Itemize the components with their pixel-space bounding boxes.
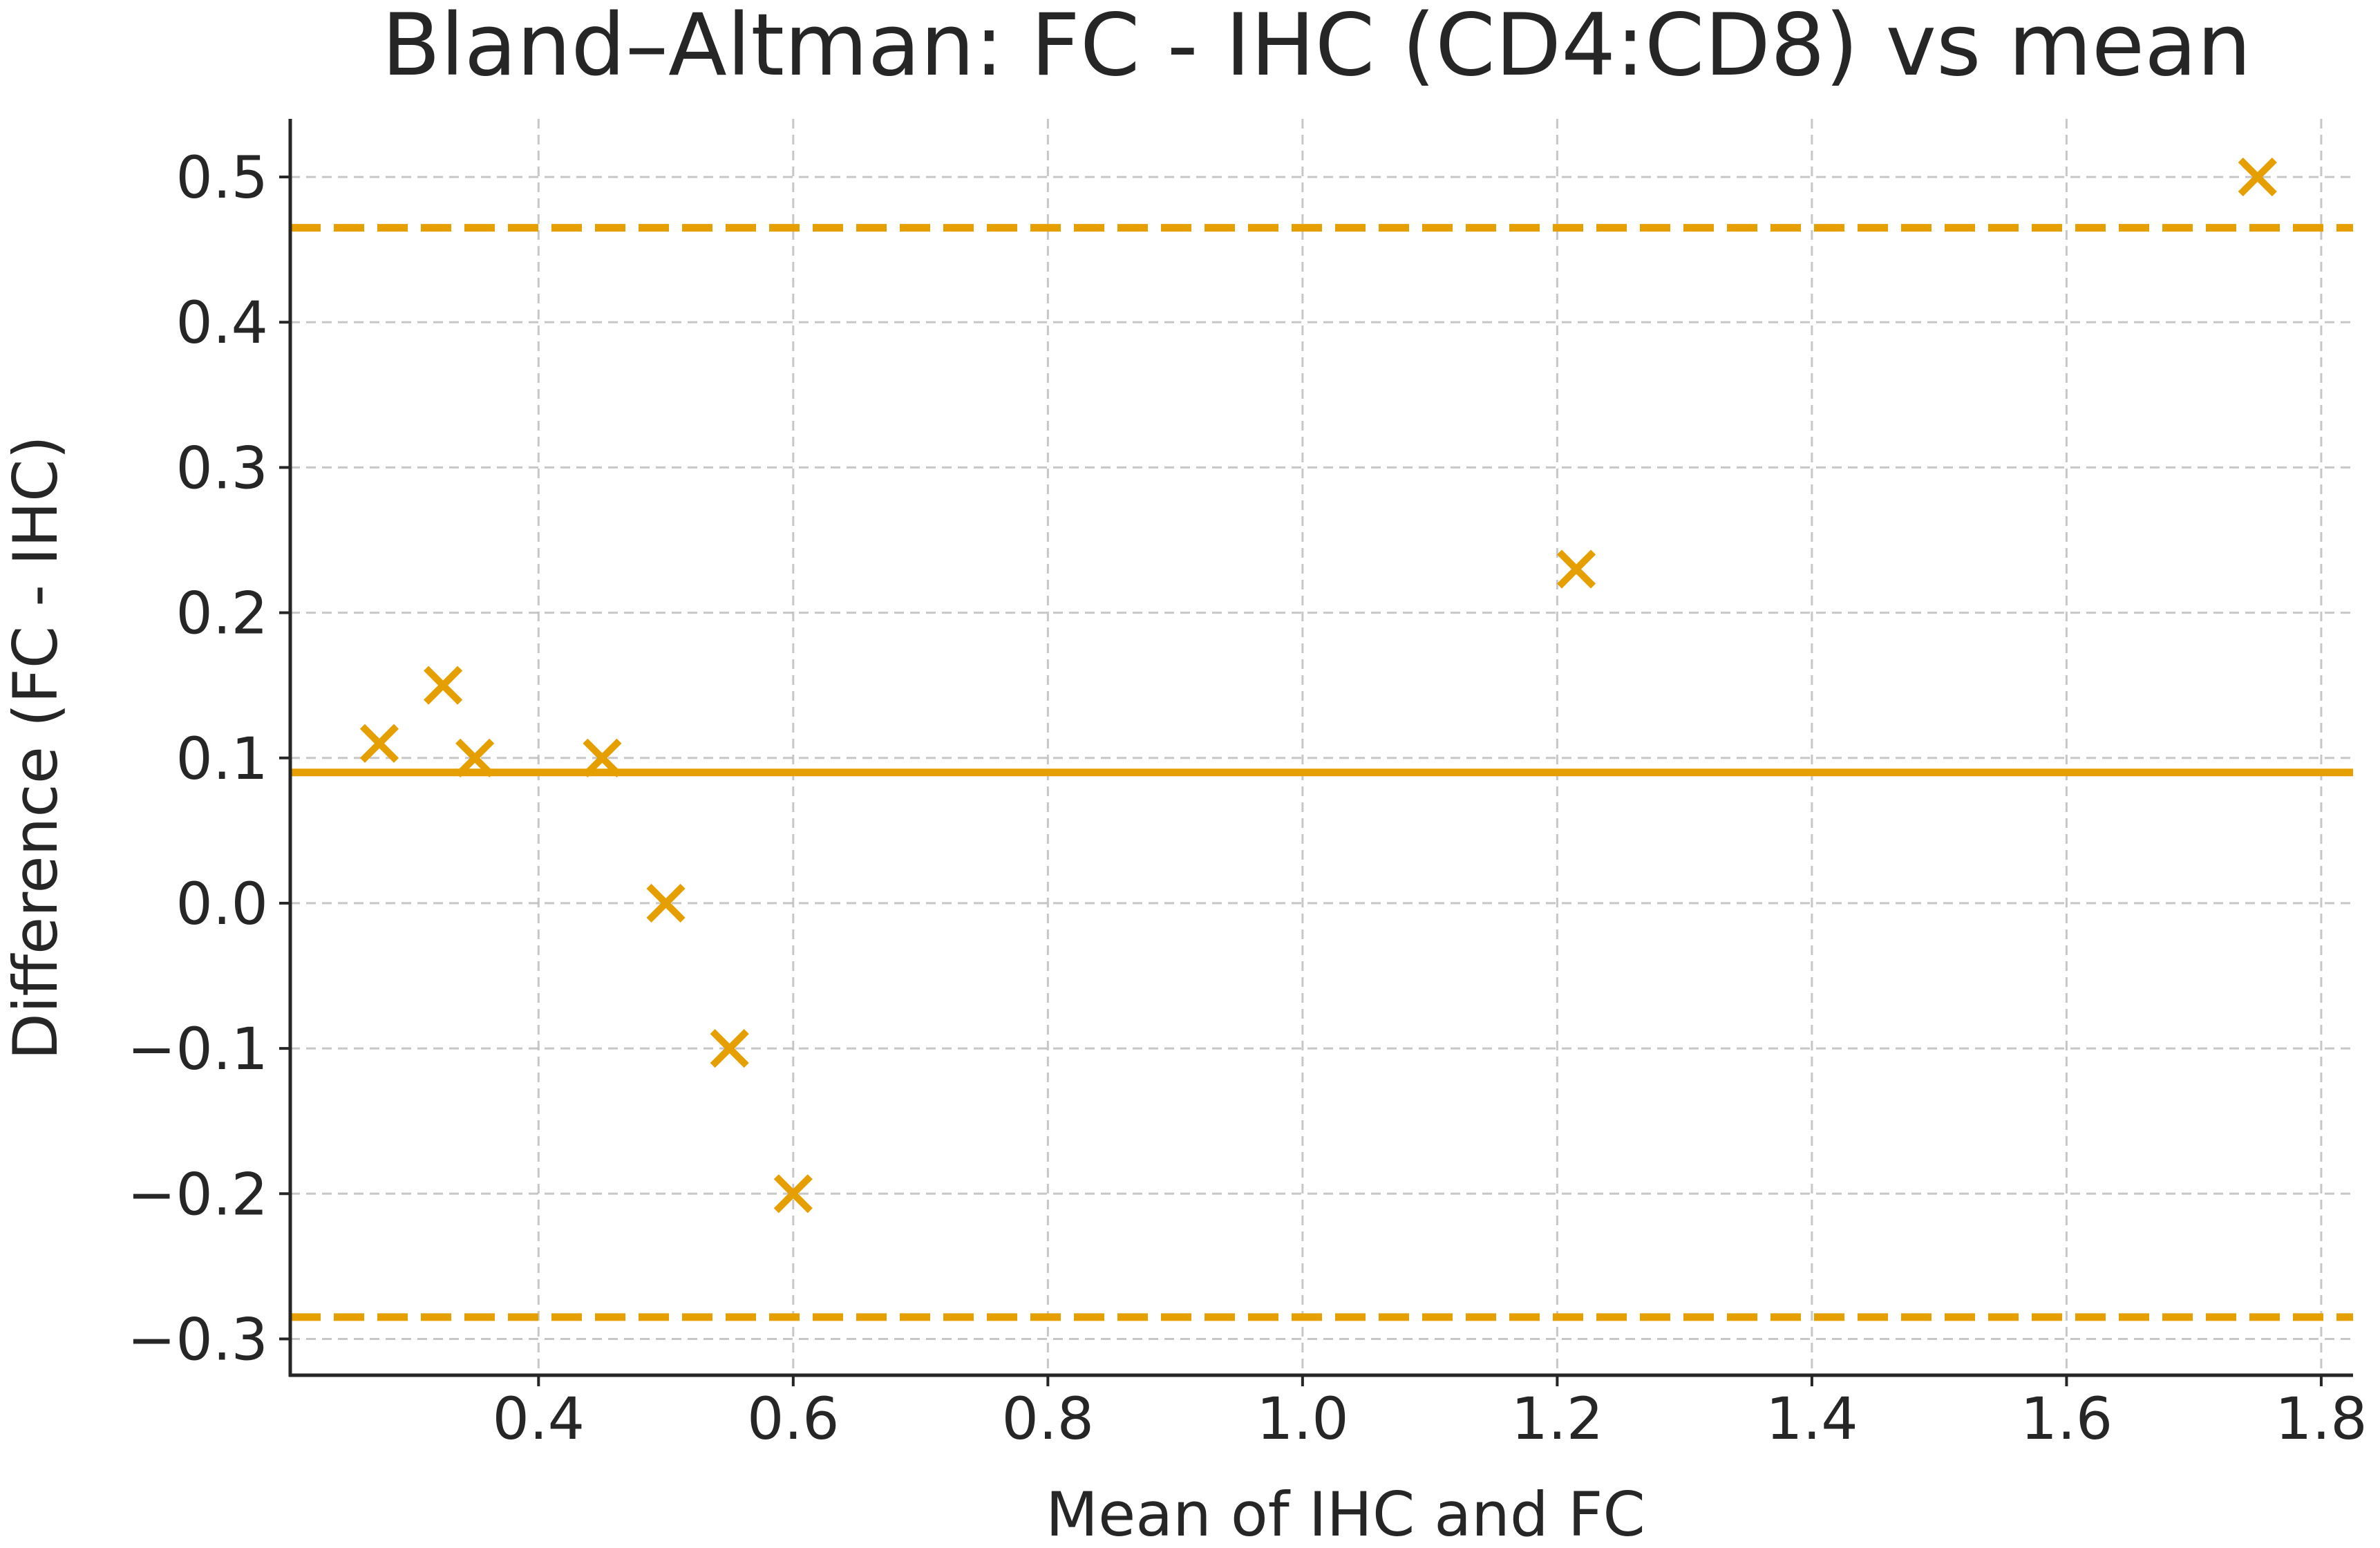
y-tick-label: 0.2 [176,580,268,648]
y-axis-label: Difference (FC - IHC) [0,435,71,1060]
data-point-stroke [455,738,495,777]
data-point [1556,549,1596,589]
grid [290,119,2353,1375]
x-tick-label: 0.4 [493,1385,585,1453]
x-tick-label: 1.6 [2021,1385,2113,1453]
x-tick-label: 1.2 [1511,1385,1604,1453]
x-tick-label: 1.4 [1766,1385,1858,1453]
data-point-stroke [583,738,622,777]
data-point [583,738,622,777]
x-tick-label: 1.0 [1256,1385,1349,1453]
y-axis-ticks: −0.3 −0.2 −0.1 0.0 0.1 0.2 0.3 0.4 0.5 [127,144,290,1373]
data-point [424,666,463,705]
y-tick-label: 0.3 [176,434,268,502]
y-tick-label: 0.4 [176,289,268,357]
data-point [710,1029,749,1068]
x-axis-label: Mean of IHC and FC [1046,1479,1645,1548]
data-point-stroke [710,1029,749,1068]
data-point [359,724,399,763]
data-point [646,883,686,923]
y-tick-label: 0.0 [176,870,268,938]
y-tick-label: 0.1 [176,725,268,793]
axes [288,119,2353,1377]
x-tick-label: 0.8 [1002,1385,1095,1453]
data-point [2238,157,2277,197]
chart-title: Bland–Altman: FC - IHC (CD4:CD8) vs mean [381,0,2251,95]
y-tick-label: −0.1 [127,1015,268,1083]
data-point [773,1174,813,1214]
data-point [455,738,495,777]
x-tick-label: 0.6 [747,1385,840,1453]
data-point-stroke [2238,157,2277,197]
data-points [359,157,2277,1214]
data-point-stroke [773,1174,813,1214]
y-tick-label: 0.5 [176,144,268,211]
reference-lines [290,224,2353,1321]
x-axis-ticks: 0.4 0.6 0.8 1.0 1.2 1.4 1.6 1.8 [493,1375,2368,1453]
data-point-stroke [424,666,463,705]
x-tick-label: 1.8 [2275,1385,2368,1453]
data-point-stroke [359,724,399,763]
data-point-stroke [646,883,686,923]
data-point-stroke [1556,549,1596,589]
y-tick-label: −0.3 [127,1305,268,1373]
y-tick-label: −0.2 [127,1160,268,1228]
